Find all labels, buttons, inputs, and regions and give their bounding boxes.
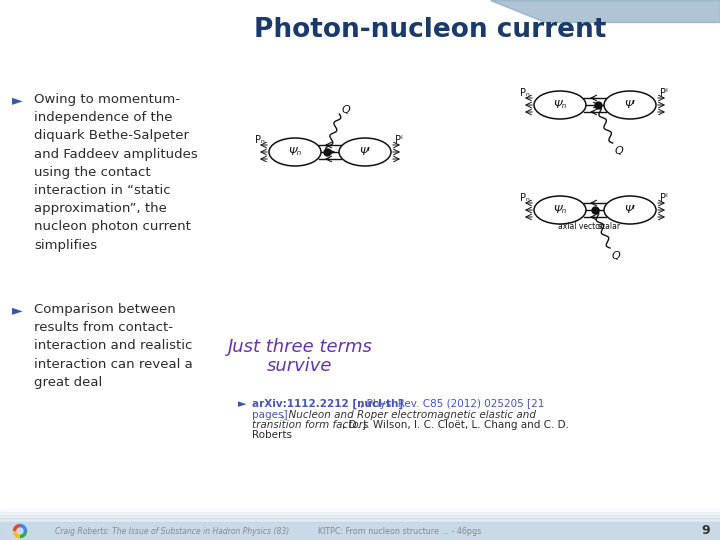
Text: Owing to momentum-
independence of the
diquark Bethe-Salpeter
and Faddeev amplit: Owing to momentum- independence of the d… <box>34 93 198 252</box>
Text: ►: ► <box>238 399 246 409</box>
Text: arXiv:1112.2212 [nucl-th]: arXiv:1112.2212 [nucl-th] <box>252 399 403 409</box>
Text: transition form factors: transition form factors <box>252 420 369 430</box>
Ellipse shape <box>604 91 656 119</box>
Text: Photon-nucleon current: Photon-nucleon current <box>254 17 606 43</box>
Ellipse shape <box>534 196 586 224</box>
Ellipse shape <box>534 91 586 119</box>
Text: Q: Q <box>612 251 621 261</box>
Text: Pᴵ: Pᴵ <box>395 135 402 145</box>
Text: survive: survive <box>267 357 333 375</box>
Text: Pₙ: Pₙ <box>255 135 265 145</box>
Text: , Nucleon and Roper electromagnetic elastic and: , Nucleon and Roper electromagnetic elas… <box>282 410 536 420</box>
Text: Q: Q <box>341 105 350 115</box>
Text: Pₙ: Pₙ <box>520 193 530 203</box>
Text: pages]: pages] <box>252 410 287 420</box>
Bar <box>0 515 720 518</box>
Text: ►: ► <box>12 93 22 107</box>
Text: KITPC: From nucleon structure ... - 46pgs: KITPC: From nucleon structure ... - 46pg… <box>318 526 482 536</box>
Text: Q: Q <box>615 146 624 156</box>
Text: Pₙ: Pₙ <box>520 88 530 98</box>
Ellipse shape <box>269 138 321 166</box>
Polygon shape <box>490 0 720 22</box>
Text: , D. J. Wilson, I. C. Cloët, L. Chang and C. D.: , D. J. Wilson, I. C. Cloët, L. Chang an… <box>342 420 569 430</box>
Text: , Phys. Rev. C85 (2012) 025205 [21: , Phys. Rev. C85 (2012) 025205 [21 <box>360 399 544 409</box>
Text: Craig Roberts: The Issue of Substance in Hadron Physics (83): Craig Roberts: The Issue of Substance in… <box>55 526 289 536</box>
Bar <box>0 512 720 515</box>
Bar <box>0 509 720 512</box>
Text: Just three terms: Just three terms <box>228 338 372 356</box>
Text: Ψₙ: Ψₙ <box>554 205 567 215</box>
Ellipse shape <box>604 196 656 224</box>
Text: Pᴵ: Pᴵ <box>660 193 667 203</box>
Text: Ψₙ: Ψₙ <box>554 100 567 110</box>
Text: scalar: scalar <box>598 222 621 231</box>
Text: Ψᴵ: Ψᴵ <box>359 147 370 157</box>
Text: 9: 9 <box>701 524 710 537</box>
Bar <box>0 522 720 540</box>
Text: ►: ► <box>12 303 22 317</box>
Text: Ψₙ: Ψₙ <box>289 147 302 157</box>
Text: Pᴵ: Pᴵ <box>660 88 667 98</box>
Text: Comparison between
results from contact-
interaction and realistic
interaction c: Comparison between results from contact-… <box>34 303 193 389</box>
Text: Roberts: Roberts <box>252 430 292 440</box>
Ellipse shape <box>339 138 391 166</box>
Text: Ψᴵ: Ψᴵ <box>624 100 636 110</box>
Text: Ψᴵ: Ψᴵ <box>624 205 636 215</box>
Bar <box>0 518 720 522</box>
Text: axial vector: axial vector <box>559 222 603 231</box>
